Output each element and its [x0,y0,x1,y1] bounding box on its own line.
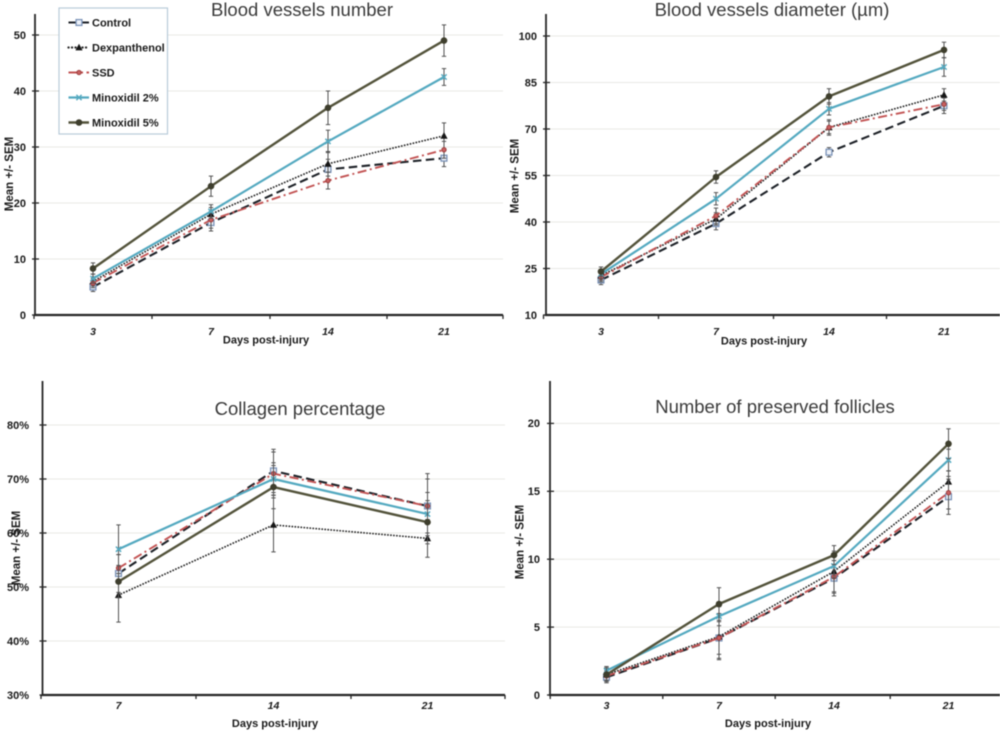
svg-text:SSD: SSD [92,68,115,80]
svg-text:3: 3 [90,326,96,338]
svg-text:0: 0 [534,690,540,702]
svg-text:Days post-injury: Days post-injury [232,718,319,730]
svg-text:7: 7 [208,326,215,338]
svg-text:25: 25 [525,263,537,275]
svg-text:50%: 50% [7,582,29,594]
svg-text:Collagen percentage: Collagen percentage [215,398,386,419]
svg-text:Days post-injury: Days post-injury [721,336,808,348]
svg-text:21: 21 [937,326,950,338]
svg-text:0: 0 [20,310,26,322]
svg-text:40: 40 [525,217,537,229]
svg-text:7: 7 [716,700,723,712]
svg-text:85: 85 [525,77,537,89]
svg-text:10: 10 [525,310,537,322]
svg-text:40: 40 [14,86,26,98]
svg-text:Days post-injury: Days post-injury [725,718,812,730]
svg-text:30%: 30% [7,690,29,702]
svg-text:Blood vessels number: Blood vessels number [211,0,393,20]
svg-text:Mean +/- SEM: Mean +/- SEM [4,137,16,211]
svg-text:55: 55 [525,170,537,182]
svg-text:21: 21 [421,700,434,712]
svg-text:7: 7 [713,326,720,338]
svg-text:10: 10 [14,254,26,266]
svg-text:Number of preserved follicles: Number of preserved follicles [655,396,895,417]
svg-text:7: 7 [116,700,123,712]
svg-text:14: 14 [823,326,835,338]
svg-text:20: 20 [528,418,540,430]
svg-text:21: 21 [437,326,450,338]
svg-text:70: 70 [525,124,537,136]
svg-text:Mean +/- SEM: Mean +/- SEM [11,511,23,585]
svg-text:14: 14 [268,700,280,712]
svg-text:14: 14 [828,700,840,712]
svg-text:Dexpanthenol: Dexpanthenol [92,43,165,55]
svg-text:40%: 40% [7,636,29,648]
svg-text:70%: 70% [7,474,29,486]
svg-text:100: 100 [519,31,537,43]
svg-text:Days post-injury: Days post-injury [223,335,310,347]
svg-text:30: 30 [14,142,26,154]
svg-text:10: 10 [528,554,540,566]
svg-text:50: 50 [14,30,26,42]
svg-text:14: 14 [322,326,334,338]
svg-text:21: 21 [942,700,955,712]
svg-text:Blood vessels diameter (µm): Blood vessels diameter (µm) [655,0,890,20]
svg-text:Minoxidil 2%: Minoxidil 2% [92,93,159,105]
svg-text:Mean +/- SEM: Mean +/- SEM [510,139,522,213]
svg-text:20: 20 [14,198,26,210]
svg-text:Minoxidil 5%: Minoxidil 5% [92,118,159,130]
svg-text:15: 15 [528,486,540,498]
svg-text:3: 3 [604,700,610,712]
svg-text:5: 5 [534,622,540,634]
svg-text:3: 3 [598,326,604,338]
svg-text:60%: 60% [7,528,29,540]
svg-text:Mean +/- SEM: Mean +/- SEM [515,505,527,579]
svg-text:Control: Control [92,18,131,30]
svg-text:80%: 80% [7,420,29,432]
